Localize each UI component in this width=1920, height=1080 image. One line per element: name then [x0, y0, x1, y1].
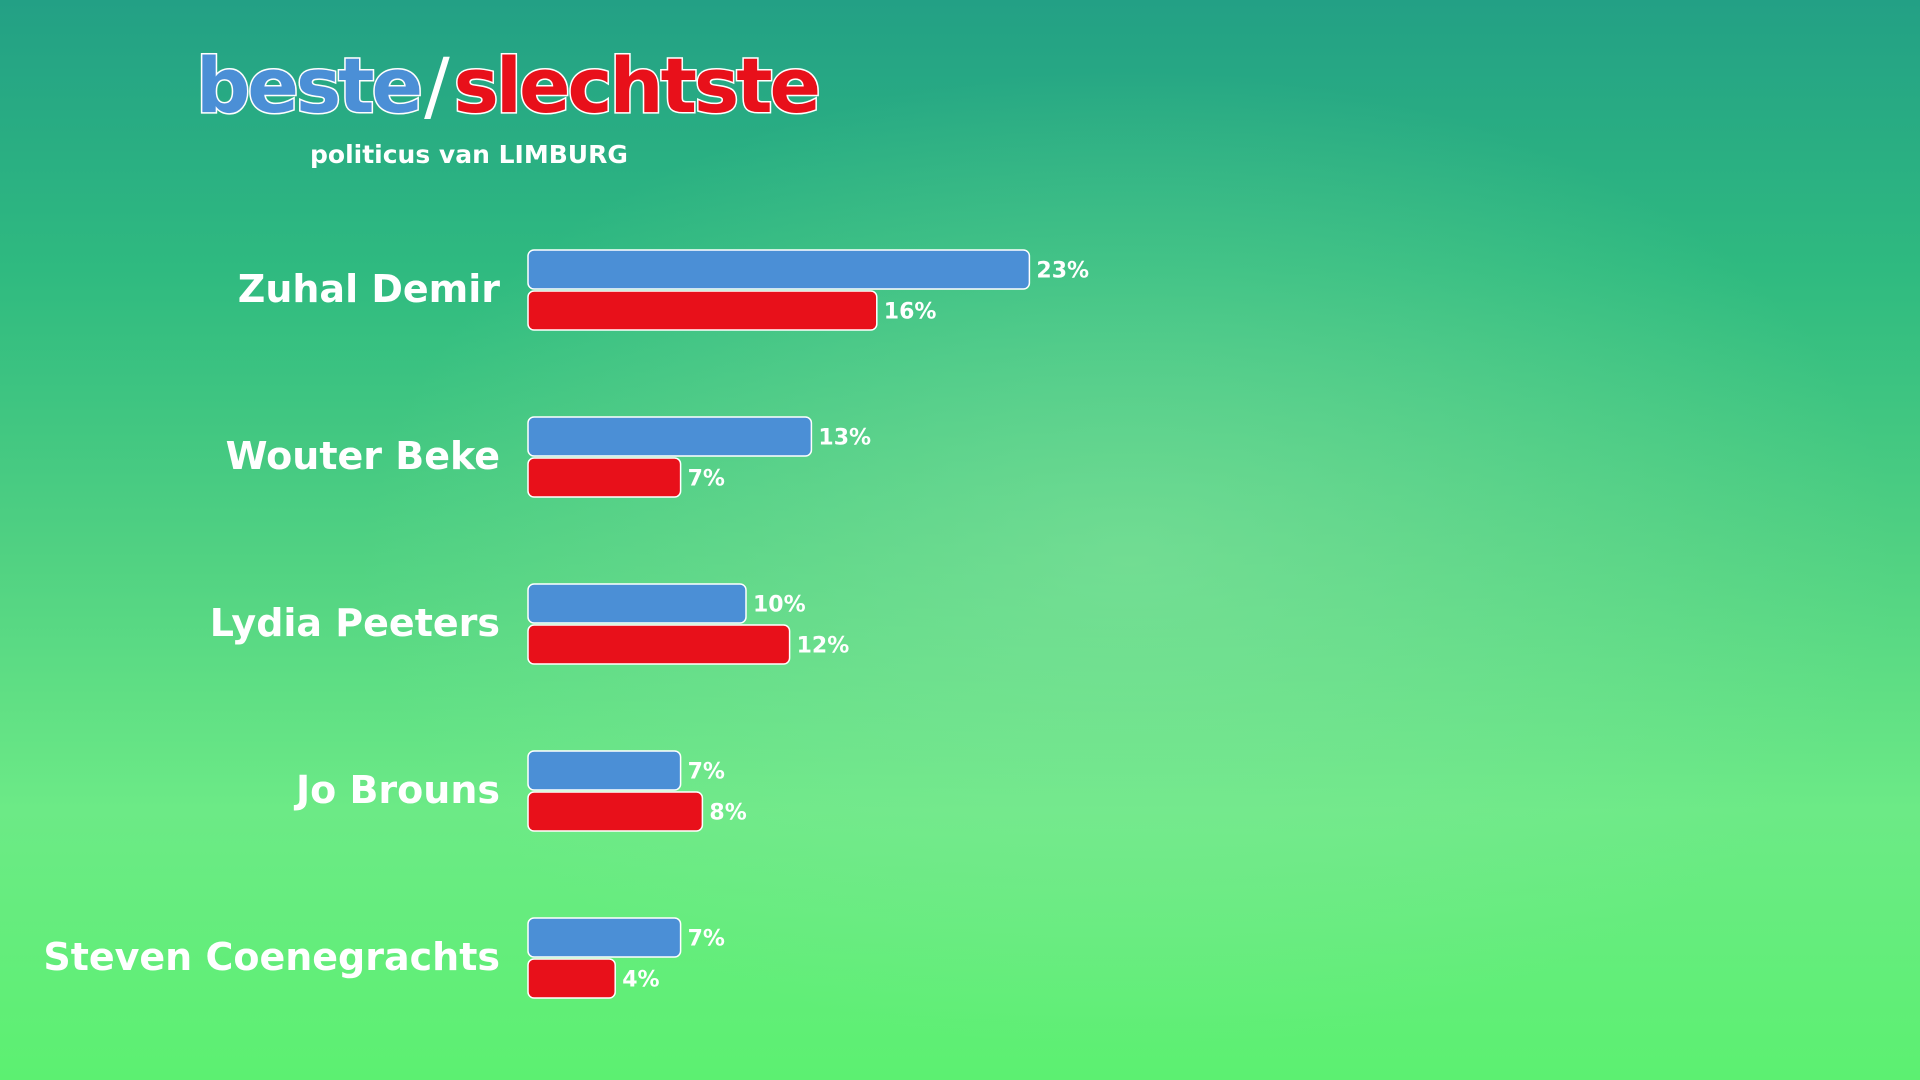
data-label: 7%: [688, 760, 725, 785]
data-label: 10%: [753, 593, 806, 618]
category-label: Zuhal Demir: [238, 267, 500, 311]
title-worst: slechtste: [452, 40, 822, 132]
category-label: Wouter Beke: [226, 434, 500, 478]
data-label: 16%: [884, 300, 937, 325]
title-slash: /: [424, 41, 450, 130]
bar-group-jo-brouns: Jo Brouns 7% 8%: [293, 750, 747, 832]
chart-subtitle: politicus van LIMBURG: [310, 140, 628, 169]
bar-group-zuhal-demir: Zuhal Demir 23% 16%: [238, 249, 1089, 331]
bar-beste-lydia-peeters: [527, 583, 747, 624]
data-label: 7%: [688, 467, 725, 492]
category-label: Steven Coenegrachts: [43, 935, 500, 979]
bar-group-lydia-peeters: Lydia Peeters 10% 12%: [210, 583, 850, 665]
bar-slechtste-steven-coenegrachts: [527, 958, 616, 999]
bar-beste-steven-coenegrachts: [527, 917, 682, 958]
bar-group-steven-coenegrachts: Steven Coenegrachts 7% 4%: [43, 917, 725, 999]
chart-title: beste/slechtste: [194, 38, 822, 134]
category-label: Lydia Peeters: [210, 601, 500, 645]
data-label: 13%: [818, 426, 871, 451]
data-label: 12%: [797, 634, 850, 659]
category-label: Jo Brouns: [293, 768, 500, 812]
bar-beste-wouter-beke: [527, 416, 813, 457]
bar-slechtste-jo-brouns: [527, 791, 704, 832]
bar-group-wouter-beke: Wouter Beke 13% 7%: [226, 416, 871, 498]
title-best: beste: [194, 40, 424, 132]
data-label: 4%: [622, 968, 659, 993]
bar-slechtste-wouter-beke: [527, 457, 682, 498]
data-label: 7%: [688, 927, 725, 952]
bar-beste-zuhal-demir: [527, 249, 1031, 290]
bar-slechtste-zuhal-demir: [527, 290, 878, 331]
data-label: 8%: [709, 801, 746, 826]
bar-beste-jo-brouns: [527, 750, 682, 791]
bar-slechtste-lydia-peeters: [527, 624, 791, 665]
data-label: 23%: [1036, 259, 1089, 284]
